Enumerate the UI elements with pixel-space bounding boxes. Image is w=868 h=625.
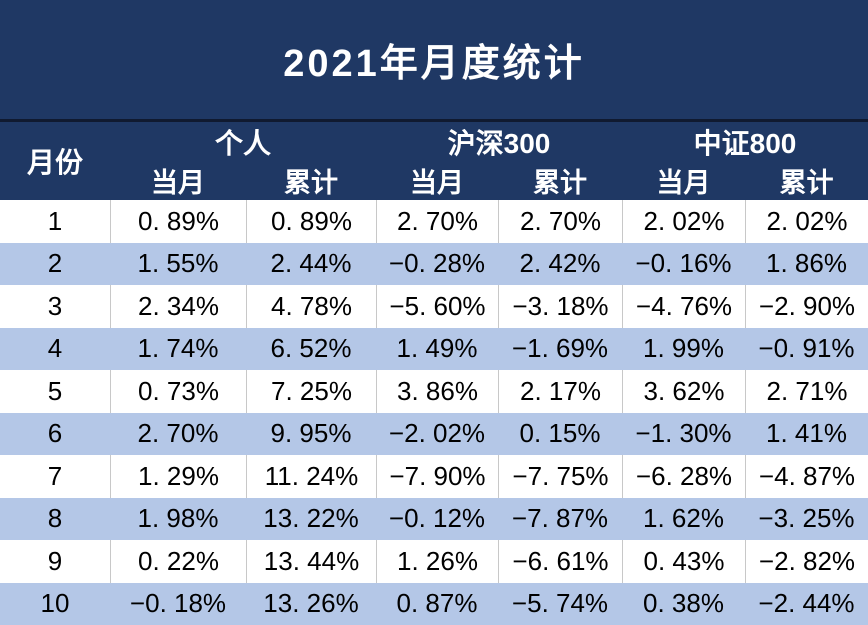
value-cell: 2. 44% xyxy=(270,248,352,279)
month-cell: 7 xyxy=(47,460,63,491)
column-header-personal-cumulative: 累计 xyxy=(284,168,338,198)
table-row: 3 2. 34% 4. 78% −5. 60% −3. 18% −4. 76% −2. 90… xyxy=(0,285,868,328)
table-row: 4 1. 74% 6. 52% 1. 49% −1. 69% 1. 99% −0. 91% xyxy=(0,327,868,370)
value-cell: 13. 26% xyxy=(263,588,359,619)
value-cell: 1. 62% xyxy=(643,503,724,534)
value-cell: −0. 18% xyxy=(129,588,227,619)
value-cell: 0. 89% xyxy=(110,200,246,243)
month-cell: 5 xyxy=(47,375,63,406)
value-cell: −7. 90% xyxy=(376,455,498,498)
column-header-csi800-monthly: 当月 xyxy=(656,168,711,198)
table-body: 1 0. 89% 0. 89% 2. 70% 2. 70% 2. 02% 2. 02% 2 1.… xyxy=(0,200,868,625)
value-cell: 0. 73% xyxy=(110,370,246,413)
value-cell: −3. 25% xyxy=(758,503,855,534)
page-title: 2021年月度统计 xyxy=(283,43,585,85)
value-cell: 1. 26% xyxy=(376,540,498,583)
value-cell: −6. 61% xyxy=(498,540,622,583)
value-cell: −6. 28% xyxy=(622,455,745,498)
value-cell: −5. 60% xyxy=(376,285,498,328)
value-cell: 3. 62% xyxy=(622,370,745,413)
value-cell: −2. 82% xyxy=(745,540,868,583)
value-cell: 1. 86% xyxy=(766,248,847,279)
value-cell: 2. 71% xyxy=(745,370,868,413)
value-cell: 13. 44% xyxy=(246,540,376,583)
value-cell: 0. 89% xyxy=(246,200,376,243)
value-cell: 0. 87% xyxy=(396,588,478,619)
column-header-csi800-cumulative: 累计 xyxy=(779,168,834,198)
value-cell: 1. 55% xyxy=(137,248,219,279)
table-row: 2 1. 55% 2. 44% −0. 28% 2. 42% −0. 16% 1. 86% xyxy=(0,242,868,285)
value-cell: 1. 98% xyxy=(137,503,219,534)
month-cell: 3 xyxy=(47,290,63,321)
table-header: 月份 个人 沪深300 中证800 当月 累计 当月 累计 当月 累计 xyxy=(0,122,868,200)
title-band: 2021年月度统计 xyxy=(0,0,868,119)
value-cell: 3. 86% xyxy=(376,370,498,413)
value-cell: −2. 02% xyxy=(388,418,486,449)
value-cell: 2. 70% xyxy=(376,200,498,243)
value-cell: −7. 75% xyxy=(498,455,622,498)
value-cell: 1. 29% xyxy=(110,455,246,498)
value-cell: 0. 38% xyxy=(643,588,724,619)
value-cell: 13. 22% xyxy=(263,503,359,534)
column-group-csi800: 中证800 xyxy=(693,127,797,159)
value-cell: 0. 22% xyxy=(110,540,246,583)
value-cell: 9. 95% xyxy=(270,418,352,449)
value-cell: −1. 30% xyxy=(635,418,732,449)
value-cell: −7. 87% xyxy=(511,503,609,534)
value-cell: 2. 70% xyxy=(137,418,219,449)
value-cell: 0. 43% xyxy=(622,540,745,583)
month-cell: 2 xyxy=(47,248,63,279)
table-row: 8 1. 98% 13. 22% −0. 12% −7. 87% 1. 62% −3. 25… xyxy=(0,497,868,540)
value-cell: 11. 24% xyxy=(246,455,376,498)
title-separator-line xyxy=(0,119,868,122)
table-row: 5 0. 73% 7. 25% 3. 86% 2. 17% 3. 62% 2. 71% xyxy=(0,370,868,413)
table-row: 6 2. 70% 9. 95% −2. 02% 0. 15% −1. 30% 1. 41% xyxy=(0,412,868,455)
value-cell: 2. 02% xyxy=(745,200,868,243)
value-cell: 0. 15% xyxy=(519,418,601,449)
column-header-month: 月份 xyxy=(26,147,83,178)
month-cell: 8 xyxy=(47,503,63,534)
value-cell: −1. 69% xyxy=(511,333,609,364)
column-group-personal: 个人 xyxy=(214,127,271,159)
value-cell: 2. 34% xyxy=(110,285,246,328)
value-cell: −5. 74% xyxy=(511,588,609,619)
month-cell: 9 xyxy=(47,545,63,576)
month-cell: 4 xyxy=(47,333,63,364)
value-cell: −3. 18% xyxy=(498,285,622,328)
table-row: 10 −0. 18% 13. 26% 0. 87% −5. 74% 0. 38% −2. 4… xyxy=(0,582,868,625)
value-cell: −0. 16% xyxy=(635,248,732,279)
month-cell: 10 xyxy=(40,588,70,619)
table-row: 1 0. 89% 0. 89% 2. 70% 2. 70% 2. 02% 2. 02% xyxy=(0,200,868,243)
column-header-csi300-monthly: 当月 xyxy=(410,168,464,198)
value-cell: −2. 90% xyxy=(745,285,868,328)
value-cell: −4. 76% xyxy=(622,285,745,328)
column-header-csi300-cumulative: 累计 xyxy=(533,168,587,198)
value-cell: 1. 41% xyxy=(766,418,847,449)
value-cell: −0. 12% xyxy=(388,503,486,534)
value-cell: −2. 44% xyxy=(758,588,855,619)
value-cell: 2. 02% xyxy=(622,200,745,243)
value-cell: 1. 99% xyxy=(643,333,724,364)
table-row: 9 0. 22% 13. 44% 1. 26% −6. 61% 0. 43% −2. 82% xyxy=(0,540,868,583)
month-cell: 6 xyxy=(47,418,63,449)
table-row: 7 1. 29% 11. 24% −7. 90% −7. 75% −6. 28% −4. 8… xyxy=(0,455,868,498)
value-cell: 1. 49% xyxy=(396,333,478,364)
value-cell: 1. 74% xyxy=(137,333,219,364)
value-cell: 2. 70% xyxy=(498,200,622,243)
value-cell: 2. 17% xyxy=(498,370,622,413)
value-cell: 4. 78% xyxy=(246,285,376,328)
value-cell: −0. 28% xyxy=(388,248,486,279)
month-cell: 1 xyxy=(47,205,63,236)
value-cell: 6. 52% xyxy=(270,333,352,364)
column-group-csi300: 沪深300 xyxy=(447,127,551,159)
value-cell: 2. 42% xyxy=(519,248,601,279)
value-cell: −4. 87% xyxy=(745,455,868,498)
value-cell: 7. 25% xyxy=(246,370,376,413)
value-cell: −0. 91% xyxy=(758,333,855,364)
column-header-personal-monthly: 当月 xyxy=(151,168,205,198)
